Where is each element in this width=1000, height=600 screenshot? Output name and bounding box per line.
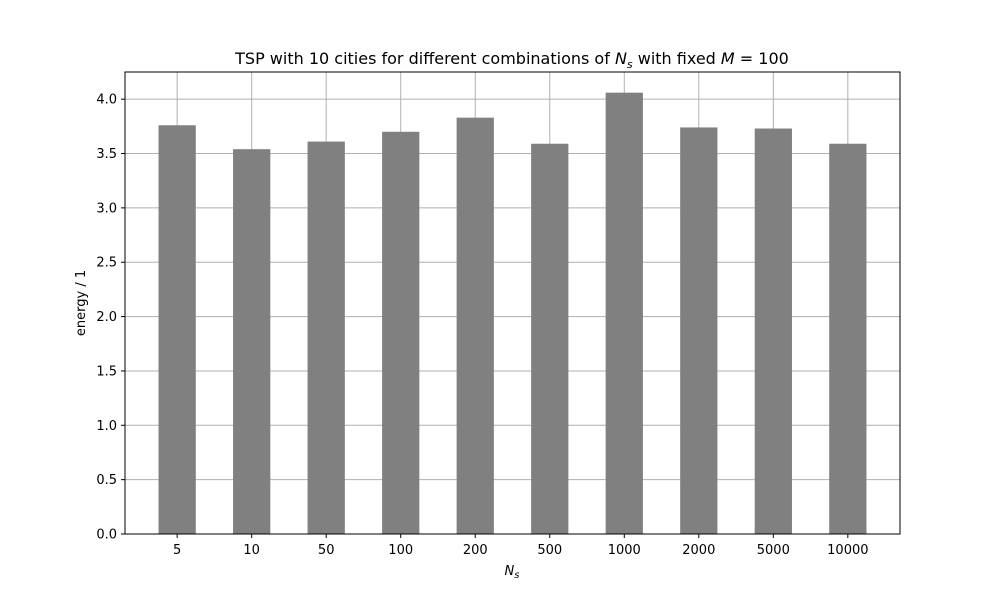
y-axis-title: energy / 1 (74, 270, 89, 336)
bar-5 (158, 125, 196, 535)
plot-area-frame (124, 71, 901, 535)
chart-title-suffix: = 100 (735, 49, 789, 68)
x-tick-label: 50 (318, 543, 335, 558)
x-tick-label: 100 (388, 543, 413, 558)
chart-title-m-symbol: M (721, 49, 735, 68)
x-axis-title: Ns (505, 564, 520, 581)
x-axis-title-symbol: N (505, 564, 515, 579)
bar-layer (158, 92, 867, 535)
x-tick-label: 1000 (608, 543, 641, 558)
x-tick-label: 5 (173, 543, 181, 558)
bar-100 (382, 131, 420, 534)
x-tick-label: 200 (463, 543, 488, 558)
y-tick-label: 1.0 (96, 419, 117, 434)
x-tick-label: 2000 (682, 543, 715, 558)
y-tick-label: 3.0 (96, 201, 117, 216)
bar-5000 (754, 128, 792, 535)
chart-title-middle: with fixed (633, 49, 721, 68)
x-tick-label: 5000 (757, 543, 790, 558)
bar-500 (531, 143, 569, 534)
y-tick-label: 1.5 (96, 364, 117, 379)
y-tick-label: 4.0 (96, 93, 117, 108)
y-tick-label: 2.0 (96, 310, 117, 325)
chart-title-prefix: TSP with 10 cities for different combina… (234, 49, 615, 68)
bar-10000 (829, 143, 867, 534)
y-tick-label: 3.5 (96, 147, 117, 162)
x-tick-label: 10000 (827, 543, 868, 558)
x-tick-label: 10 (243, 543, 260, 558)
x-axis-title-subscript: s (514, 570, 519, 581)
bar-10 (233, 149, 271, 534)
chart-title: TSP with 10 cities for different combina… (234, 49, 789, 71)
x-tick-label: 500 (537, 543, 562, 558)
bar-200 (456, 117, 494, 535)
chart-title-n-subscript: s (627, 58, 633, 71)
bar-2000 (680, 127, 718, 534)
bar-50 (307, 141, 345, 534)
y-tick-label: 0.5 (96, 473, 117, 488)
y-tick-label: 0.0 (96, 528, 117, 543)
tick-layer: 0.0 0.5 1.0 1.5 2.0 2.5 3.0 3.5 4.0 5 10 50 100 200 50… (96, 93, 868, 558)
y-tick-label: 2.5 (96, 256, 117, 271)
bar-1000 (605, 92, 643, 535)
chart-title-n-symbol: N (615, 49, 627, 68)
